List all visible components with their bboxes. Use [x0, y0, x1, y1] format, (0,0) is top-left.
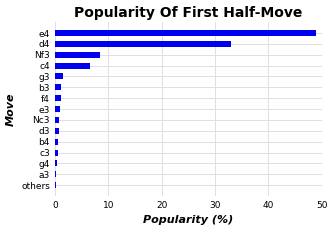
Bar	[55, 52, 100, 58]
Bar	[55, 63, 90, 69]
Bar	[55, 182, 56, 188]
Title: Popularity Of First Half-Move: Popularity Of First Half-Move	[74, 6, 302, 20]
Bar	[55, 139, 58, 145]
Bar	[55, 117, 59, 123]
Bar	[55, 73, 63, 79]
Y-axis label: Move: Move	[6, 92, 16, 126]
X-axis label: Popularity (%): Popularity (%)	[143, 216, 233, 225]
Bar	[55, 84, 61, 90]
Bar	[55, 128, 59, 134]
Bar	[55, 149, 58, 155]
Bar	[55, 160, 57, 166]
Bar	[55, 171, 57, 177]
Bar	[55, 95, 61, 101]
Bar	[55, 41, 231, 47]
Bar	[55, 30, 316, 36]
Bar	[55, 106, 60, 112]
